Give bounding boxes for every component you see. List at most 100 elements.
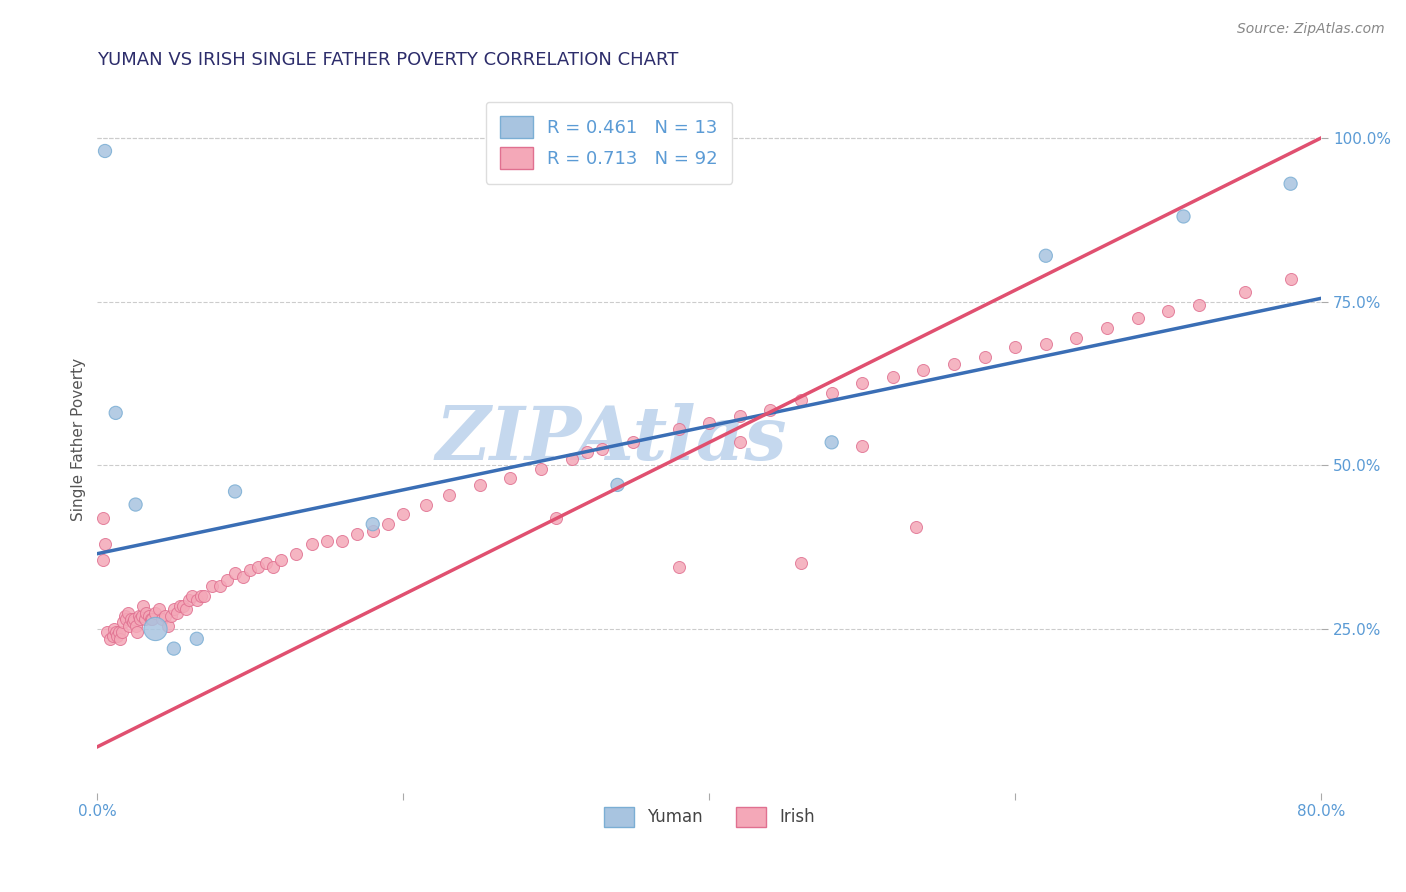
Point: [117, 606, 139, 620]
Text: YUMAN VS IRISH SINGLE FATHER POVERTY CORRELATION CHART: YUMAN VS IRISH SINGLE FATHER POVERTY COR…: [97, 51, 679, 69]
Point: [94, 537, 117, 551]
Point: [232, 569, 254, 583]
Point: [115, 612, 138, 626]
Point: [190, 589, 212, 603]
Point: [262, 559, 284, 574]
Point: [851, 376, 873, 391]
Point: [145, 606, 167, 620]
Point: [468, 478, 491, 492]
Point: [98, 632, 121, 646]
Point: [172, 599, 194, 613]
Point: [159, 608, 181, 623]
Point: [943, 357, 966, 371]
Point: [821, 386, 844, 401]
Point: [912, 363, 935, 377]
Point: [1066, 330, 1088, 344]
Point: [1035, 249, 1057, 263]
Point: [163, 641, 186, 656]
Point: [150, 612, 173, 626]
Point: [107, 625, 129, 640]
Point: [346, 527, 368, 541]
Point: [1279, 271, 1302, 285]
Point: [821, 435, 844, 450]
Point: [728, 435, 751, 450]
Point: [121, 615, 143, 630]
Point: [1173, 210, 1195, 224]
Point: [285, 547, 308, 561]
Point: [330, 533, 353, 548]
Point: [128, 608, 150, 623]
Point: [96, 625, 118, 640]
Point: [851, 439, 873, 453]
Point: [361, 524, 384, 538]
Point: [208, 579, 231, 593]
Point: [104, 625, 127, 640]
Point: [224, 484, 246, 499]
Point: [131, 608, 153, 623]
Point: [94, 144, 117, 158]
Point: [179, 592, 201, 607]
Point: [415, 498, 437, 512]
Point: [392, 508, 415, 522]
Point: [561, 451, 583, 466]
Point: [217, 573, 239, 587]
Point: [315, 533, 337, 548]
Point: [186, 592, 208, 607]
Point: [139, 612, 162, 626]
Point: [93, 553, 115, 567]
Point: [882, 370, 904, 384]
Point: [1126, 310, 1149, 325]
Point: [546, 510, 568, 524]
Point: [1157, 304, 1180, 318]
Point: [1095, 320, 1118, 334]
Point: [1233, 285, 1256, 299]
Point: [728, 409, 751, 424]
Point: [246, 559, 269, 574]
Point: [124, 498, 146, 512]
Point: [129, 612, 152, 626]
Point: [166, 606, 188, 620]
Point: [163, 602, 186, 616]
Point: [361, 517, 384, 532]
Point: [790, 392, 813, 407]
Point: [621, 435, 644, 450]
Point: [193, 589, 215, 603]
Point: [904, 520, 927, 534]
Point: [118, 618, 141, 632]
Point: [530, 461, 553, 475]
Point: [437, 488, 460, 502]
Point: [132, 599, 155, 613]
Point: [141, 612, 163, 626]
Point: [668, 559, 690, 574]
Point: [169, 599, 191, 613]
Point: [156, 618, 179, 632]
Point: [697, 416, 720, 430]
Point: [201, 579, 224, 593]
Point: [224, 566, 246, 581]
Point: [114, 608, 136, 623]
Point: [591, 442, 613, 456]
Text: ZIPAtlas: ZIPAtlas: [436, 403, 787, 475]
Point: [377, 517, 399, 532]
Point: [606, 478, 628, 492]
Legend: Yuman, Irish: Yuman, Irish: [598, 800, 821, 834]
Point: [93, 510, 115, 524]
Point: [668, 422, 690, 436]
Point: [790, 557, 813, 571]
Point: [110, 632, 132, 646]
Point: [181, 589, 204, 603]
Text: Source: ZipAtlas.com: Source: ZipAtlas.com: [1237, 22, 1385, 37]
Point: [145, 622, 167, 636]
Point: [270, 553, 292, 567]
Point: [112, 615, 135, 630]
Point: [186, 632, 208, 646]
Point: [1188, 298, 1211, 312]
Point: [148, 602, 170, 616]
Point: [1004, 340, 1026, 354]
Point: [759, 402, 782, 417]
Point: [134, 612, 156, 626]
Point: [239, 563, 262, 577]
Point: [127, 625, 149, 640]
Point: [254, 557, 277, 571]
Point: [120, 612, 142, 626]
